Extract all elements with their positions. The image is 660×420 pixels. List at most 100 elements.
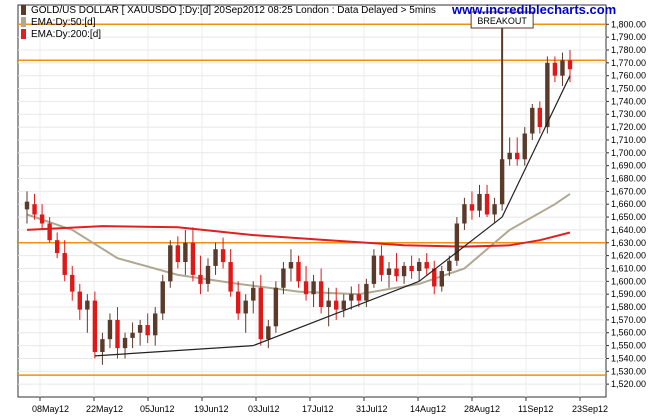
candle-body xyxy=(296,262,301,282)
candle-body xyxy=(326,300,331,308)
legend-swatch-ema50 xyxy=(21,17,26,27)
y-tick-label: 1,750.00 xyxy=(611,84,646,94)
y-tick-label: 1,550.00 xyxy=(611,341,646,351)
y-tick-label: 1,570.00 xyxy=(611,315,646,325)
candle-body xyxy=(213,249,218,266)
candle-body xyxy=(288,262,294,269)
candle-body xyxy=(560,60,565,76)
breakout-label: BREAKOUT xyxy=(477,16,527,26)
candle-body xyxy=(62,253,67,275)
x-tick-label: 22May12 xyxy=(86,404,123,414)
y-tick-label: 1,590.00 xyxy=(611,289,646,299)
x-tick-label: 19Jun12 xyxy=(194,404,229,414)
candle-body xyxy=(318,281,324,308)
candle-body xyxy=(477,193,482,211)
candle-body xyxy=(235,291,241,314)
candle-body xyxy=(39,214,45,224)
candle-body xyxy=(273,287,279,327)
candle-body xyxy=(530,107,535,134)
y-tick-label: 1,670.00 xyxy=(611,186,646,196)
x-tick-label: 08May12 xyxy=(32,404,69,414)
x-tick-label: 28Aug12 xyxy=(464,404,500,414)
candle-body xyxy=(484,193,490,215)
candle-body xyxy=(515,152,520,160)
candle-body xyxy=(401,265,407,277)
candle-body xyxy=(77,291,82,310)
candle-body xyxy=(281,268,286,288)
trendline xyxy=(418,216,503,282)
candle-body xyxy=(198,274,203,284)
candle-body xyxy=(469,204,475,211)
candle-body xyxy=(266,326,271,340)
candle-body xyxy=(454,223,460,261)
candle-body xyxy=(416,262,422,272)
candle-body xyxy=(160,281,165,314)
candle-body xyxy=(100,339,105,353)
candle-body xyxy=(220,249,226,263)
plot-frame xyxy=(17,4,607,398)
y-tick-label: 1,680.00 xyxy=(611,174,646,184)
y-tick-label: 1,640.00 xyxy=(611,225,646,235)
candle-body xyxy=(537,107,543,128)
y-tick-label: 1,540.00 xyxy=(611,353,646,363)
candle-body xyxy=(85,300,90,310)
candle-body xyxy=(107,319,113,340)
candle-body xyxy=(439,271,444,287)
y-tick-label: 1,760.00 xyxy=(611,71,646,81)
y-tick-label: 1,800.00 xyxy=(611,19,646,29)
x-tick-label: 14Aug12 xyxy=(410,404,446,414)
candle-body xyxy=(122,337,128,349)
x-axis: 08May12 22May12 05Jun12 19Jun12 03Jul12 17Jul… xyxy=(32,397,608,414)
candles xyxy=(24,20,573,365)
x-tick-label: 11Sep12 xyxy=(518,404,553,414)
y-tick-label: 1,730.00 xyxy=(611,109,646,119)
y-tick-label: 1,660.00 xyxy=(611,199,646,209)
y-tick-label: 1,770.00 xyxy=(611,58,646,68)
breakout-annotation: BREAKOUT xyxy=(470,11,534,29)
legend-ema50: EMA:Dy:50:[d] xyxy=(31,17,96,28)
candle-body xyxy=(228,262,233,292)
chart-title: GOLD/US DOLLAR [ XAUUSDO ]:Dy:[d] 20Sep2… xyxy=(31,5,436,16)
candle-body xyxy=(371,255,377,284)
candle-body xyxy=(115,319,120,349)
candle-body xyxy=(409,265,414,272)
candle-body xyxy=(145,325,150,336)
candle-body xyxy=(303,281,309,295)
legend-ema200: EMA:Dy:200:[d] xyxy=(31,29,101,40)
candle-body xyxy=(183,242,188,263)
candle-body xyxy=(349,294,354,301)
y-tick-label: 1,650.00 xyxy=(611,212,646,222)
y-tick-label: 1,720.00 xyxy=(611,122,646,132)
y-tick-label: 1,530.00 xyxy=(611,366,646,376)
candle-body xyxy=(507,152,512,160)
trendline xyxy=(94,344,254,357)
candle-body xyxy=(379,255,384,275)
trendline xyxy=(501,75,571,218)
candle-body xyxy=(424,262,429,269)
y-tick-label: 1,710.00 xyxy=(611,135,646,145)
candle-body xyxy=(341,300,346,310)
x-tick-label: 05Jun12 xyxy=(140,404,175,414)
watermark: www.incrediblecharts.com xyxy=(451,2,616,17)
candle-body xyxy=(567,60,573,70)
title-swatch xyxy=(21,5,26,15)
ema200-line xyxy=(26,225,571,248)
x-tick-label: 31Jul12 xyxy=(356,404,388,414)
candle-body xyxy=(447,260,452,272)
candle-body xyxy=(552,62,558,76)
candle-body xyxy=(386,268,392,275)
x-tick-label: 03Jul12 xyxy=(248,404,280,414)
candle-body xyxy=(70,274,75,292)
candle-body xyxy=(394,268,399,277)
y-tick-label: 1,780.00 xyxy=(611,45,646,55)
y-tick-label: 1,580.00 xyxy=(611,302,646,312)
x-tick-label: 23Sep12 xyxy=(572,404,608,414)
candle-body xyxy=(130,332,135,338)
y-tick-label: 1,630.00 xyxy=(611,238,646,248)
candle-body xyxy=(54,240,60,254)
candle-body xyxy=(190,242,196,275)
candle-body xyxy=(364,283,369,301)
legend-swatch-ema200 xyxy=(21,29,26,39)
candle-body xyxy=(32,204,37,215)
